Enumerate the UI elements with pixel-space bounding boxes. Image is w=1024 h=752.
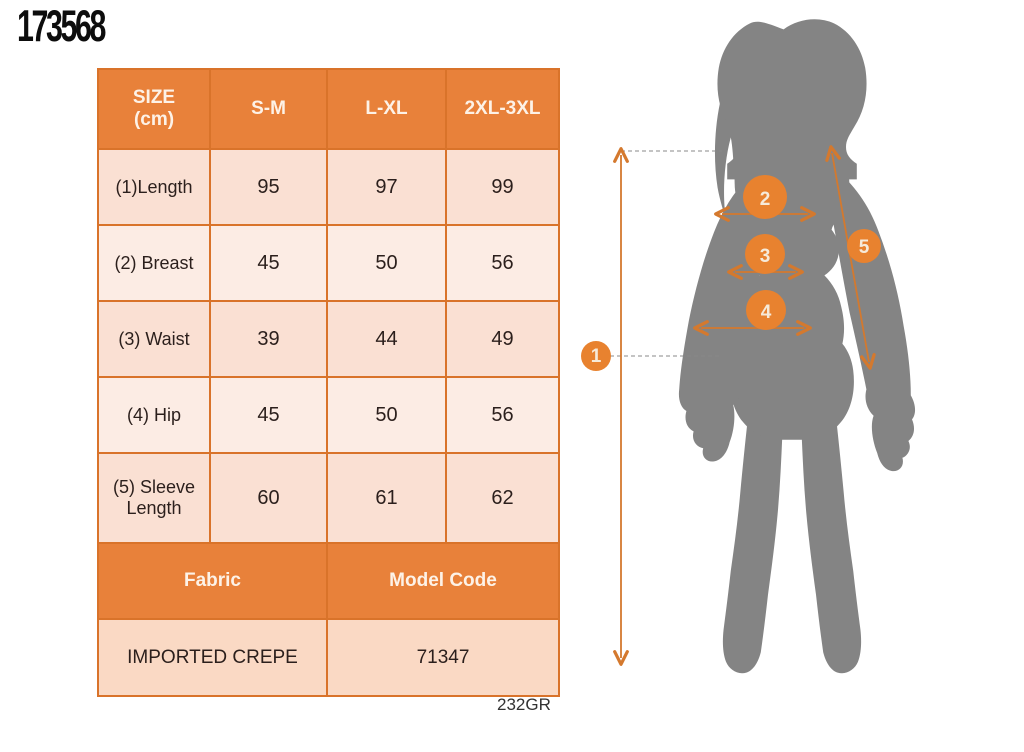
svg-text:4: 4 [761, 302, 772, 323]
svg-text:1: 1 [591, 346, 602, 367]
svg-text:2: 2 [760, 189, 771, 210]
svg-text:3: 3 [760, 246, 771, 267]
svg-text:5: 5 [859, 237, 870, 258]
